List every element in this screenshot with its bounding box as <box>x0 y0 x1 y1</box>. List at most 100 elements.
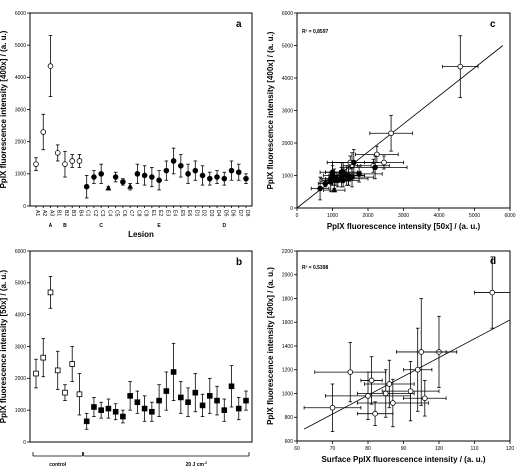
data-point <box>83 418 90 425</box>
group-label: B <box>63 223 67 229</box>
x-tick-label: 120 <box>506 446 515 452</box>
data-point <box>69 158 76 164</box>
data-point <box>331 177 338 184</box>
x-tick-label: E4 <box>172 210 178 216</box>
x-tick-label: D3 <box>208 210 214 217</box>
data-point <box>120 179 126 185</box>
x-tick-label: C5 <box>114 210 120 217</box>
data-point <box>91 174 97 180</box>
y-tick-label: 2200 <box>282 249 293 255</box>
y-axis-title: PpIX fluorescence intensity [400x] / (a.… <box>0 30 8 188</box>
y-tick-label: 4000 <box>15 312 26 318</box>
panel-c-chart: 0 1000 2000 3000 4000 5000 6000 PpIX fluorescen… <box>266 11 516 231</box>
data-point <box>368 377 375 384</box>
x-tick-label: E1 <box>150 210 156 216</box>
group-label-superscript: -2 <box>204 461 207 465</box>
x-tick-label: E3 <box>164 210 170 216</box>
data-point <box>235 169 242 176</box>
x-axis-title: Lesion <box>128 230 154 239</box>
x-tick-label: 0 <box>296 213 299 219</box>
data-point <box>185 171 191 177</box>
data-point <box>350 159 357 166</box>
data-point <box>69 361 76 367</box>
data-point <box>228 383 235 390</box>
y-tick-label: 4000 <box>282 76 293 82</box>
x-tick-label: 70 <box>330 446 336 452</box>
data-point <box>40 129 47 135</box>
y-tick-label: 3000 <box>15 344 26 350</box>
x-tick-label: D6 <box>230 210 236 217</box>
x-axis-title: PpIX fluorescence intensity [50x] / (a. … <box>327 222 481 231</box>
data-point <box>105 184 112 191</box>
data-point <box>221 175 228 182</box>
y-tick-label: 5000 <box>282 43 293 49</box>
data-point <box>91 404 97 410</box>
data-point <box>243 397 249 404</box>
y-tick-label: 6000 <box>15 11 26 17</box>
data-point <box>156 397 162 404</box>
x-tick-label: B3 <box>70 210 76 216</box>
panel-d-chart: 600 800 1000 1200 1400 1600 1800 2000 2200 PpIX f… <box>266 249 514 464</box>
y-axis-title: PpIX fluorescence intensity [400x] / (a.… <box>266 267 275 425</box>
data-point <box>141 405 148 412</box>
data-point <box>345 175 352 182</box>
data-point <box>457 63 464 70</box>
data-point <box>414 366 421 373</box>
data-point <box>149 408 155 415</box>
x-tick-label: A3 <box>48 210 54 216</box>
data-point <box>54 367 61 374</box>
data-point <box>178 162 184 169</box>
x-axis-title: Surface PpIX fluorescence intensity / (a… <box>321 455 485 464</box>
data-point <box>163 167 170 174</box>
regression-line <box>303 319 511 430</box>
x-tick-label: E6 <box>186 210 192 216</box>
data-point <box>192 389 199 396</box>
data-point <box>47 63 54 69</box>
data-point <box>489 289 496 296</box>
data-point <box>127 183 134 189</box>
y-tick-label: 5000 <box>15 281 26 287</box>
data-point <box>156 177 162 184</box>
data-point <box>178 394 184 401</box>
data-point <box>388 130 394 137</box>
group-label: control <box>49 462 67 468</box>
data-point <box>228 167 235 174</box>
x-tick-label: 1000 <box>327 213 338 219</box>
y-tick-label: 2000 <box>282 273 293 279</box>
data-point <box>374 151 380 158</box>
group-label: E <box>157 223 161 229</box>
data-point <box>170 369 177 375</box>
y-tick-label: 1000 <box>15 408 26 414</box>
group-label: 20 J cm-2 <box>186 461 208 468</box>
data-point <box>329 404 336 411</box>
x-tick-label: E2 <box>157 210 163 216</box>
x-tick-label: B1 <box>56 210 62 216</box>
data-point <box>356 171 362 177</box>
data-point <box>340 172 346 179</box>
data-point <box>47 289 54 296</box>
y-tick-label: 6000 <box>15 249 26 255</box>
x-tick-label: C1 <box>85 210 91 217</box>
x-tick-label: D4 <box>215 210 221 217</box>
data-point <box>120 413 126 420</box>
panel-letter: a <box>236 19 242 30</box>
data-point <box>382 390 389 397</box>
plot-frame <box>296 250 511 442</box>
data-point <box>372 164 378 171</box>
y-tick-label: 1200 <box>282 368 293 374</box>
y-tick-label: 1000 <box>15 172 26 178</box>
data-point <box>192 167 199 174</box>
data-point <box>40 354 47 361</box>
data-point <box>206 393 213 399</box>
group-label: C <box>99 223 103 229</box>
data-point <box>372 410 378 417</box>
data-point <box>76 158 83 164</box>
y-tick-label: 2000 <box>15 139 26 145</box>
y-tick-label: 0 <box>23 440 26 446</box>
group-label-text: control <box>49 462 67 468</box>
x-tick-label: D8 <box>244 210 250 217</box>
r-squared-annotation: R² = 0.5398 <box>302 265 328 271</box>
data-point <box>83 183 90 190</box>
y-tick-label: 1000 <box>282 173 293 179</box>
